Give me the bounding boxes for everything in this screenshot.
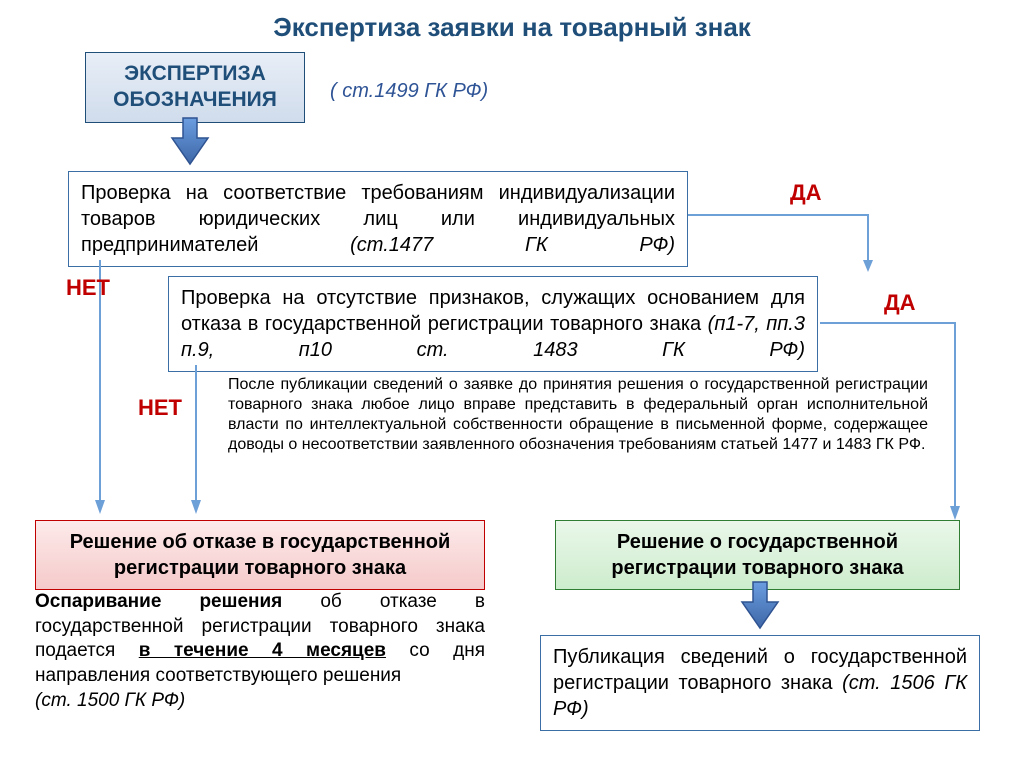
appeal-ital: (ст. 1500 ГК РФ)	[35, 690, 185, 711]
appeal-bold: Оспаривание решения	[35, 591, 282, 612]
header-line2: ОБОЗНАЧЕНИЯ	[113, 88, 277, 111]
publication-box: Публикация сведений о государственной ре…	[540, 635, 980, 731]
appeal-under: в течение 4 месяцев	[139, 640, 386, 661]
yes-1: ДА	[790, 180, 822, 206]
statute-ref-1: ( ст.1499 ГК РФ)	[330, 80, 488, 103]
check1-box: Проверка на соответствие требованиям инд…	[68, 171, 688, 267]
header-box: ЭКСПЕРТИЗА ОБОЗНАЧЕНИЯ	[85, 52, 305, 123]
reject-box: Решение об отказе в государственной реги…	[35, 520, 485, 590]
appeal-text: Оспаривание решения об отказе в государс…	[35, 590, 485, 713]
header-line1: ЭКСПЕРТИЗА	[124, 62, 266, 85]
check1-ital: (ст.1477 ГК РФ)	[258, 234, 675, 256]
connector-check2-no	[186, 365, 206, 520]
no-2: НЕТ	[138, 395, 182, 421]
connector-check1-yes	[688, 210, 888, 280]
arrow-down-2	[740, 580, 780, 630]
yes-2: ДА	[884, 290, 916, 316]
check2-box: Проверка на отсутствие признаков, служащ…	[168, 276, 818, 372]
note-paragraph: После публикации сведений о заявке до пр…	[228, 375, 928, 455]
arrow-down-1	[170, 116, 210, 166]
page-title: Экспертиза заявки на товарный знак	[0, 0, 1024, 43]
no-1: НЕТ	[66, 275, 110, 301]
